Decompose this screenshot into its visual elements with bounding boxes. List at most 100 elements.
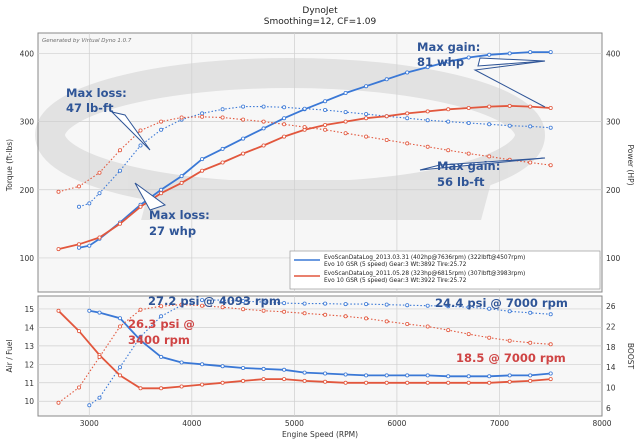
afr-2013-point [118,316,123,321]
power-2013-point [528,50,533,55]
afr-2011-point [261,377,266,382]
afr-2011-point [118,373,123,378]
torque-2011-point [302,125,307,130]
torque-2013-point [405,116,410,121]
afr-2013-point [261,366,266,371]
annotation-pointers [110,57,546,211]
torque-2011-point [548,163,553,168]
afr-2013-line [89,309,551,378]
afr-2011-point [548,377,553,382]
y2-tick-label-boost: 22 [606,323,616,332]
boost-2013-point [364,302,369,307]
y-axis-title-torque: Torque (ft-lbs) [5,139,14,192]
torque-2011-point [159,119,164,124]
boost-2011-point [364,316,369,321]
power-2011-point [261,143,266,148]
afr-2013-point [487,374,492,379]
afr-2013-point [282,367,287,372]
y2-tick-label-boost: 26 [606,302,616,311]
torque-2011-point [528,160,533,165]
x-tick-label: 5000 [285,419,304,428]
afr-2011-point [487,380,492,385]
boost-2011-point [179,302,184,307]
torque-2013-point [118,168,123,173]
torque-2011-point [118,148,123,153]
pointer-max-gain-lbft [419,157,546,171]
annotation-max-loss-value-2: 27 whp [149,224,196,238]
power-2013-point [384,77,389,82]
power-2011-point [364,116,369,121]
afr-2011-point [138,386,143,391]
boost-2011-point [323,312,328,317]
boost-2013-point [87,403,92,408]
boost-2011-point [56,400,61,405]
y-tick-label-torque: 100 [20,254,35,263]
afr-2011-point [77,329,82,334]
chart-title: DynoJet [302,6,338,16]
afr-2013-point [97,310,102,315]
boost-2013-point [405,303,410,308]
boost-2011-point [138,307,143,312]
y2-tick-label-power: 300 [606,118,621,127]
afr-2013-point [87,308,92,313]
y-tick-label-afr: 11 [24,379,34,388]
boost-2013-point [446,304,451,309]
afr-2011-point [56,308,61,313]
afr-2011-point [159,386,164,391]
x-tick-label: 7000 [490,419,509,428]
torque-2011-point [77,184,82,189]
power-2013-point [200,157,205,162]
boost-2013-point [118,365,123,370]
afr-2013-point [405,373,410,378]
x-axis-title: Engine Speed (RPM) [282,430,358,439]
torque-2011-point [446,148,451,153]
afr-2013-point [446,374,451,379]
afr-2011-point [323,379,328,384]
afr-2013-point [425,373,430,378]
annotation-boost-end-2013: 24.4 psi @ 7000 rpm [435,296,568,310]
power-2013-point [343,91,348,96]
annotation-max-loss-label-1: Max loss: [66,86,127,100]
afr-2013-point [302,370,307,375]
y-tick-label-afr: 14 [24,323,34,332]
torque-2011-point [405,141,410,146]
legend-2013-line1: EvoScanDataLog_2013.03.31 (402hp@7636rpm… [324,255,525,261]
torque-2013-point [200,111,205,116]
afr-2013-point [220,364,225,369]
torque-2013-point [302,106,307,111]
bottom-plot-area [37,295,603,417]
boost-2013-point [528,310,533,315]
afr-2013-point [364,373,369,378]
torque-2011-point [200,114,205,119]
annotation-boost-end-2011: 18.5 @ 7000 rpm [456,351,566,365]
torque-2013-point [548,125,553,130]
annotation-max-gain-label-1: Max gain: [417,40,480,54]
afr-2013-point [466,374,471,379]
afr-2013-point [241,365,246,370]
boost-2011-point [220,305,225,310]
power-2011-point [241,151,246,156]
afr-2011-point [364,380,369,385]
boost-2013-point [323,301,328,306]
power-2011-point [77,242,82,247]
torque-2011-point [241,117,246,122]
power-2013-point [487,52,492,57]
power-2011-point [466,106,471,111]
power-2011-point [343,119,348,124]
y-tick-label-afr: 10 [24,397,34,406]
power-2011-point [97,235,102,240]
afr-2011-point [343,380,348,385]
annotation-boost-peak-2011-line1: 26.3 psi @ [128,317,195,331]
legend-2013-line2: Evo 10 GSR (5 speed) Gear:3 Wt:3892 Tire… [324,262,467,268]
power-2013-point [261,126,266,131]
power-2011-point [282,134,287,139]
x-tick-label: 8000 [592,419,611,428]
boost-2011-point [343,314,348,319]
afr-2011-point [179,384,184,389]
boost-2011-point [261,308,266,313]
power-2011-point [548,106,553,111]
boost-2011-point [241,307,246,312]
torque-2013-point [159,127,164,132]
power-2013-point [179,174,184,179]
afr-2011-point [405,380,410,385]
